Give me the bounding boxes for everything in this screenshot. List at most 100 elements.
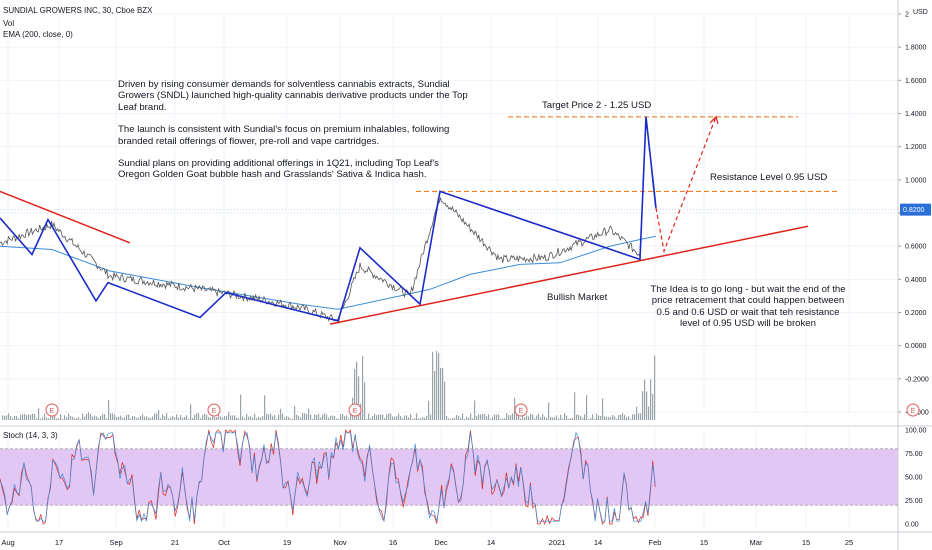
volume-bar (148, 417, 150, 420)
volume-bar (414, 418, 416, 420)
volume-bar (22, 414, 24, 420)
volume-bar (114, 414, 116, 420)
volume-bar (232, 415, 234, 420)
y-tick-label: 0.0000 (905, 343, 927, 350)
volume-bar (98, 417, 100, 420)
volume-bar (642, 391, 644, 420)
volume-bar (348, 418, 350, 420)
trend-drawings (0, 115, 840, 325)
x-tick-label: Sep (109, 538, 122, 547)
volume-bar (268, 414, 270, 420)
volume-bar (118, 416, 120, 420)
volume-bar (228, 412, 230, 420)
volume-bar (438, 353, 440, 420)
volume-bar (174, 417, 176, 420)
volume-bar (618, 414, 620, 420)
volume-bar (300, 417, 302, 420)
volume-bar (162, 414, 164, 420)
volume-bar (34, 413, 36, 420)
volume-bar (460, 417, 462, 420)
volume-bar (158, 410, 160, 420)
volume-bar (356, 361, 358, 420)
volume-bar (170, 417, 172, 420)
volume-bar (96, 416, 98, 420)
volume-bar (248, 416, 250, 420)
volume-bar (554, 417, 556, 420)
volume-bar (632, 414, 634, 420)
volume-bar (278, 414, 280, 420)
volume-bar (134, 416, 136, 420)
volume-bar (14, 415, 16, 420)
volume-bar (140, 415, 142, 420)
volume-bar (580, 416, 582, 420)
volume-bar (338, 418, 340, 420)
volume-bar (634, 414, 636, 420)
volume-bar (458, 415, 460, 420)
y-tick-label: 1.8000 (905, 45, 927, 52)
volume-bar (366, 418, 368, 420)
volume-bar (406, 415, 408, 420)
volume-bar (370, 418, 372, 420)
volume-bar (332, 415, 334, 420)
volume-bar (344, 416, 346, 420)
volume-bar (320, 417, 322, 420)
volume-bar (72, 416, 74, 420)
volume-bar (192, 417, 194, 420)
volume-bar (386, 414, 388, 420)
volume-bar (528, 416, 530, 420)
volume-bar (416, 413, 418, 420)
earnings-marker (348, 403, 362, 417)
volume-bar (486, 416, 488, 420)
volume-bar (106, 418, 108, 420)
volume-bar (382, 414, 384, 420)
volume-bar (446, 415, 448, 420)
volume-bar (210, 417, 212, 420)
volume-bar (612, 414, 614, 420)
volume-bar (640, 413, 642, 420)
volume-bar (546, 417, 548, 420)
volume-bar (40, 418, 42, 420)
volume-bar (466, 416, 468, 420)
ema-label: EMA (200, close, 0) (3, 30, 73, 39)
volume-bar (286, 415, 288, 420)
volume-bar (296, 414, 298, 420)
price-series (0, 124, 656, 325)
volume-bar (488, 414, 490, 420)
volume-bar (518, 415, 520, 420)
volume-bar (306, 413, 308, 420)
volume-bar (540, 417, 542, 420)
volume-bar (526, 415, 528, 420)
x-tick-label: Mar (750, 538, 763, 547)
volume-bar (272, 416, 274, 420)
stoch-label: Stoch (14, 3, 3) (3, 431, 58, 440)
x-tick-label: Feb (649, 538, 662, 547)
volume-bar (226, 415, 228, 420)
volume-bar (52, 414, 54, 420)
volume-bar (550, 416, 552, 420)
volume-bar (178, 417, 180, 420)
earnings-marker-label: E (212, 408, 217, 415)
volume-bar (308, 408, 310, 420)
bullish-market-label: Bullish Market (547, 292, 608, 303)
volume-bar (186, 415, 188, 420)
ema-line (0, 235, 657, 310)
volume-bar (346, 415, 348, 420)
volume-bar (604, 416, 606, 420)
volume-bar (204, 413, 206, 420)
x-tick-label: Oct (218, 538, 231, 547)
volume-bar (38, 408, 40, 420)
volume-bar (430, 414, 432, 420)
volume-bar (26, 415, 28, 420)
volume-bar (452, 418, 454, 420)
earnings-marker (45, 403, 59, 417)
volume-bar (138, 417, 140, 420)
volume-bar (316, 414, 318, 420)
volume-bar (474, 400, 476, 420)
volume-bar (538, 413, 540, 420)
volume-bar (100, 415, 102, 420)
volume-bar (498, 414, 500, 420)
x-tick-label: 17 (55, 538, 63, 547)
x-tick-label: 16 (389, 538, 397, 547)
